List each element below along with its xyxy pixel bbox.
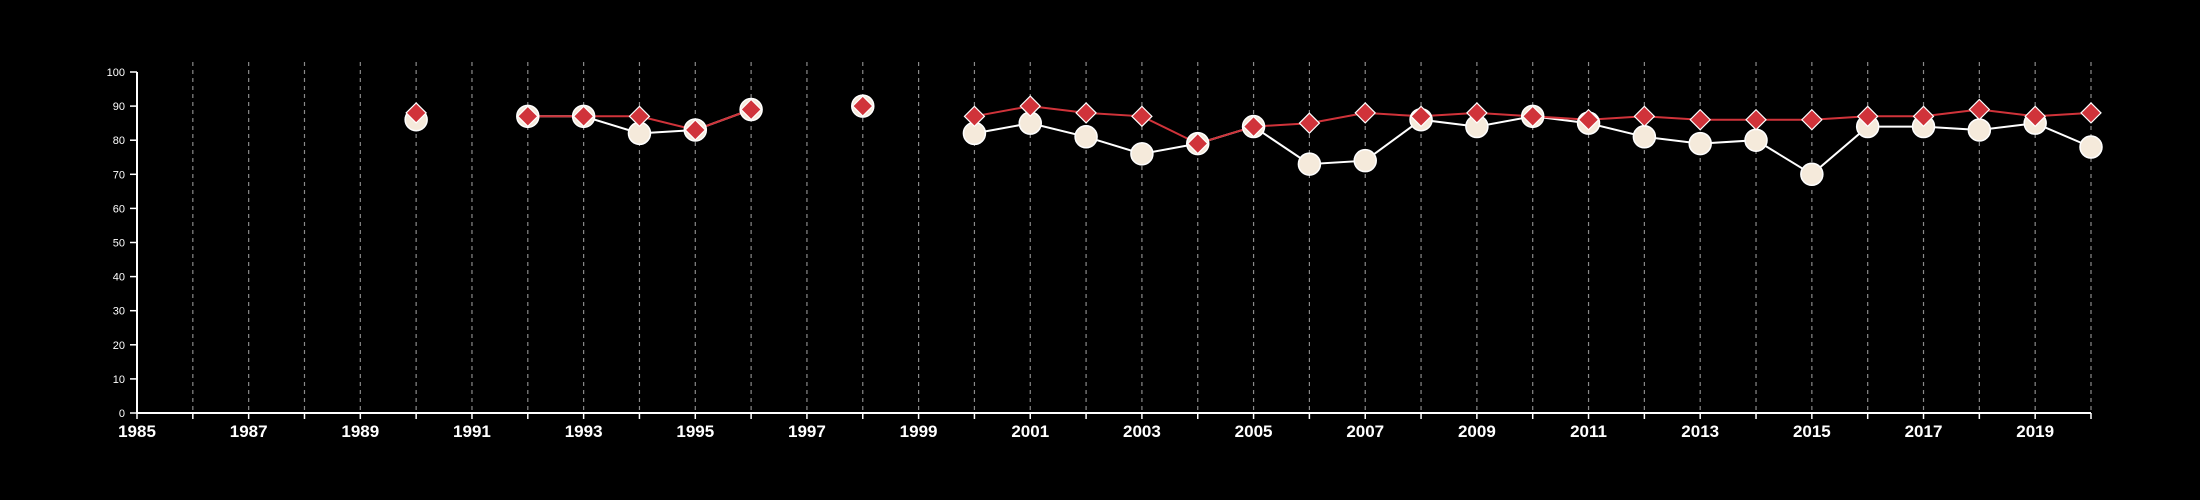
- series-point-diamond: [1689, 108, 1712, 131]
- x-tick-label: 1993: [565, 422, 603, 441]
- y-tick-label: 70: [113, 169, 125, 181]
- series-point-diamond: [1521, 105, 1544, 128]
- y-tick-label: 80: [113, 135, 125, 147]
- x-tick-label: 2013: [1681, 422, 1719, 441]
- x-tick-label: 1991: [453, 422, 491, 441]
- x-tick-label: 1995: [676, 422, 714, 441]
- x-tick-label: 2007: [1346, 422, 1384, 441]
- series-point-diamond: [1242, 115, 1265, 138]
- y-tick-label: 60: [113, 203, 125, 215]
- x-tick-label: 2009: [1458, 422, 1496, 441]
- series-point-diamond: [1131, 105, 1153, 128]
- x-tick-label: 2019: [2016, 422, 2054, 441]
- series-point-diamond: [2080, 102, 2102, 124]
- y-tick-label: 40: [113, 272, 125, 284]
- y-tick-label: 90: [113, 101, 125, 113]
- series-point-circle: [1130, 142, 1154, 166]
- x-tick-label: 2015: [1793, 422, 1831, 441]
- series-point-circle: [1967, 118, 1992, 142]
- x-tick-label: 2001: [1011, 422, 1049, 441]
- y-tick-label: 20: [113, 340, 125, 352]
- y-tick-label: 30: [113, 306, 125, 318]
- series-point-diamond: [684, 119, 707, 141]
- x-tick-label: 2011: [1570, 422, 1607, 441]
- x-tick-label: 1999: [900, 422, 938, 441]
- series-point-circle: [1074, 125, 1098, 149]
- series-point-diamond: [1075, 102, 1097, 124]
- series-point-circle: [2079, 135, 2103, 159]
- series-point-diamond: [1745, 108, 1767, 131]
- y-tick-label: 100: [107, 67, 125, 79]
- series-point-diamond: [1186, 132, 1209, 155]
- series-point-diamond: [963, 105, 986, 128]
- series-point-diamond: [1968, 98, 1991, 121]
- series-point-diamond: [851, 95, 874, 117]
- series-point-diamond: [2024, 105, 2047, 128]
- y-tick-label: 50: [113, 238, 125, 250]
- series-point-diamond: [1856, 105, 1879, 128]
- series-point-diamond: [1801, 108, 1823, 131]
- series-point-diamond: [405, 102, 427, 124]
- series-point-diamond: [1466, 102, 1488, 124]
- x-tick-label: 1987: [230, 422, 268, 441]
- series-point-diamond: [1912, 105, 1935, 128]
- series-point-diamond: [572, 105, 595, 128]
- series-point-circle: [1632, 125, 1657, 149]
- x-tick-label: 1997: [788, 422, 826, 441]
- x-tick-label: 2005: [1235, 422, 1273, 441]
- x-tick-label: 1989: [341, 422, 379, 441]
- series-point-diamond: [516, 105, 539, 128]
- x-tick-label: 2003: [1123, 422, 1161, 441]
- series-point-circle: [1353, 148, 1377, 173]
- series-point-circle: [1297, 152, 1322, 176]
- series-point-diamond: [1633, 105, 1656, 128]
- series-point-diamond: [628, 105, 651, 128]
- series-point-diamond: [1577, 108, 1600, 131]
- y-tick-label: 0: [119, 408, 125, 420]
- x-tick-label: 2017: [1905, 422, 1943, 441]
- series-point-diamond: [1354, 102, 1377, 124]
- axes: 0 10 20 30 40 50 60 70 80 90 100 1985 1987 1989 1991 19…: [107, 67, 2092, 441]
- series-point-diamond: [1410, 105, 1432, 128]
- series-point-diamond: [1019, 95, 1042, 117]
- series-point-circle: [1688, 131, 1712, 156]
- x-tick-label: 1985: [118, 422, 156, 441]
- series-point-circle: [1744, 128, 1768, 152]
- series-point-diamond: [740, 98, 762, 121]
- series-point-diamond: [1298, 112, 1321, 134]
- y-tick-label: 10: [113, 374, 125, 386]
- series-markers: [404, 94, 2103, 187]
- series-point-circle: [1800, 162, 1824, 187]
